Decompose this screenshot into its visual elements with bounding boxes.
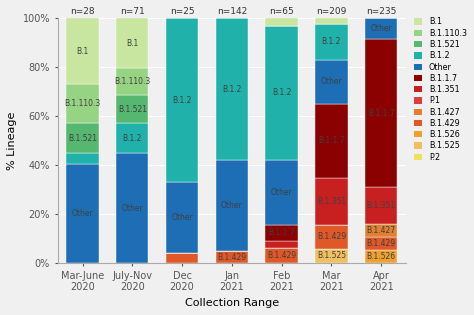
Bar <box>66 153 99 164</box>
Text: B.1: B.1 <box>126 39 138 48</box>
Text: B.1.427: B.1.427 <box>366 226 396 235</box>
Bar <box>265 18 298 26</box>
Text: B.1.429: B.1.429 <box>217 253 246 262</box>
Legend: B.1, B.1.110.3, B.1.521, B.1.2, Other, B.1.1.7, B.1.351, P.1, B.1.427, B.1.429, : B.1, B.1.110.3, B.1.521, B.1.2, Other, B… <box>413 18 467 162</box>
Text: Other: Other <box>72 209 93 218</box>
Text: B.1.351: B.1.351 <box>366 201 396 210</box>
Text: Other: Other <box>121 204 143 213</box>
Bar <box>315 249 347 263</box>
Bar <box>365 237 397 250</box>
Text: B.1.351: B.1.351 <box>317 197 346 206</box>
Text: n=65: n=65 <box>269 7 294 16</box>
Bar <box>365 250 397 263</box>
Bar <box>216 251 248 263</box>
Bar <box>265 160 298 226</box>
Text: B.1.525: B.1.525 <box>317 251 346 261</box>
Text: B.1.1.7: B.1.1.7 <box>268 228 295 238</box>
Text: n=71: n=71 <box>120 7 145 16</box>
Text: B.1.429: B.1.429 <box>366 239 396 248</box>
Text: B.1.110.3: B.1.110.3 <box>64 99 100 108</box>
Text: n=28: n=28 <box>70 7 95 16</box>
Text: n=235: n=235 <box>366 7 396 16</box>
Bar <box>315 104 347 178</box>
Text: Other: Other <box>171 214 193 222</box>
Bar <box>365 224 397 237</box>
Bar <box>66 84 99 123</box>
Bar <box>66 164 99 263</box>
Bar <box>315 60 347 104</box>
Bar <box>315 225 347 249</box>
Text: B.1.521: B.1.521 <box>118 105 147 114</box>
Text: B.1.429: B.1.429 <box>317 232 346 241</box>
Bar <box>66 123 99 153</box>
Bar <box>166 254 198 263</box>
Text: Other: Other <box>320 77 342 86</box>
Bar <box>365 187 397 224</box>
Text: B.1.429: B.1.429 <box>267 251 296 260</box>
Bar <box>365 18 397 39</box>
Bar <box>365 39 397 187</box>
Text: B.1.1.7: B.1.1.7 <box>368 109 394 118</box>
Bar <box>265 241 298 248</box>
Bar <box>315 18 347 24</box>
Bar <box>216 160 248 251</box>
Text: n=209: n=209 <box>316 7 346 16</box>
Text: B.1.526: B.1.526 <box>366 252 396 261</box>
Bar <box>116 153 148 263</box>
X-axis label: Collection Range: Collection Range <box>185 298 279 308</box>
Bar <box>315 24 347 60</box>
Bar <box>216 18 248 160</box>
Text: B.1.1.7: B.1.1.7 <box>318 136 345 145</box>
Bar <box>315 178 347 225</box>
Bar <box>265 226 298 241</box>
Text: n=142: n=142 <box>217 7 247 16</box>
Text: Other: Other <box>271 188 292 197</box>
Text: n=25: n=25 <box>170 7 194 16</box>
Y-axis label: % Lineage: % Lineage <box>7 112 17 170</box>
Text: B.1.2: B.1.2 <box>272 88 292 97</box>
Text: B.1.2: B.1.2 <box>222 85 242 94</box>
Text: B.1.521: B.1.521 <box>68 134 97 143</box>
Bar <box>116 123 148 153</box>
Text: Other: Other <box>370 24 392 33</box>
Text: B.1.2: B.1.2 <box>173 96 192 105</box>
Text: B.1.110.3: B.1.110.3 <box>114 77 150 86</box>
Bar <box>166 18 198 182</box>
Bar <box>265 248 298 263</box>
Text: Other: Other <box>221 201 243 210</box>
Bar <box>116 68 148 95</box>
Text: B.1: B.1 <box>76 47 89 56</box>
Bar <box>116 95 148 123</box>
Text: B.1.2: B.1.2 <box>322 37 341 47</box>
Text: B.1.2: B.1.2 <box>123 134 142 143</box>
Bar <box>116 18 148 68</box>
Bar <box>66 18 99 84</box>
Bar <box>166 182 198 254</box>
Bar <box>265 26 298 160</box>
